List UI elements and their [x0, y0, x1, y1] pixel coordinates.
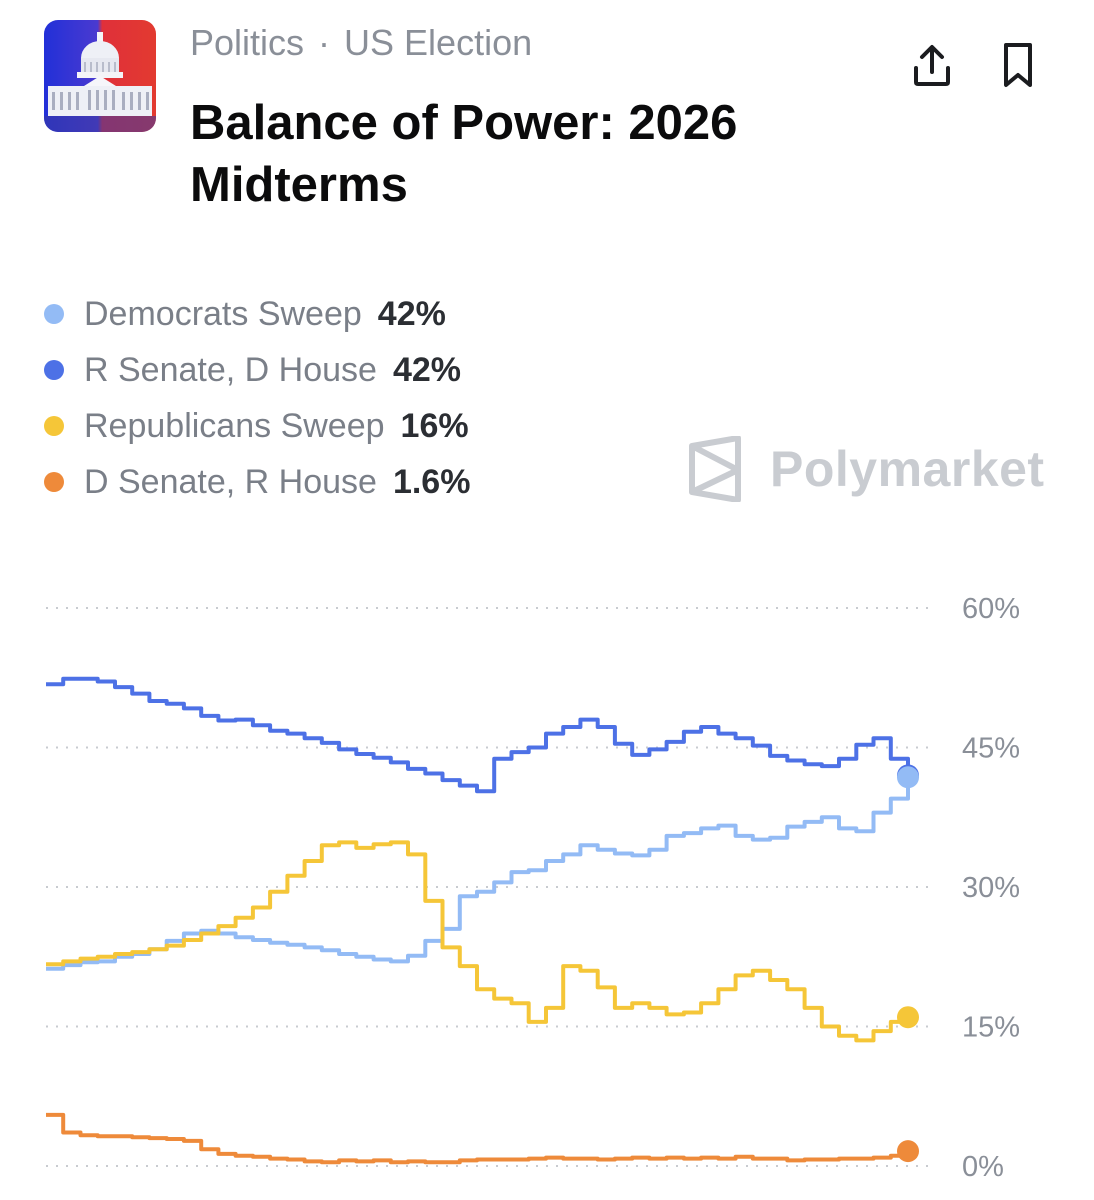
series-line-democrats-sweep [46, 777, 910, 971]
legend-dot [44, 304, 64, 324]
share-icon [914, 45, 950, 86]
y-tick-label: 60% [962, 593, 1020, 625]
legend-name: Republicans Sweep [84, 406, 385, 445]
series-line-d-senate-r-house [46, 1112, 910, 1165]
legend-item-democrats-sweep[interactable]: Democrats Sweep 42% [44, 286, 470, 342]
series-line-republicans-sweep [46, 840, 910, 1043]
page-title: Balance of Power: 2026 Midterms [190, 96, 738, 212]
capitol-icon [44, 20, 156, 132]
breadcrumb: Politics · US Election [190, 22, 532, 64]
legend-name: Democrats Sweep [84, 294, 362, 333]
legend-value: 1.6% [392, 462, 471, 501]
bookmark-icon [1004, 43, 1032, 87]
market-thumbnail [44, 20, 156, 132]
y-tick-label: 0% [962, 1151, 1004, 1183]
legend-value: 42% [377, 294, 446, 333]
watermark-text: Polymarket [770, 441, 1045, 497]
legend-value: 16% [400, 406, 469, 445]
series-endpoint-republicans-sweep[interactable] [897, 1006, 919, 1029]
y-tick-label: 15% [962, 1012, 1020, 1044]
line-chart: 0% 15% 30% 45% 60% [46, 593, 1020, 1183]
polymarket-watermark: Polymarket [686, 436, 1045, 502]
breadcrumb-separator: · [318, 22, 331, 63]
legend-item-d-senate-r-house[interactable]: D Senate, R House 1.6% [44, 454, 470, 510]
legend-name: D Senate, R House [84, 462, 377, 501]
chart-legend: Democrats Sweep 42% R Senate, D House 42… [44, 286, 470, 510]
legend-name: R Senate, D House [84, 350, 377, 389]
y-tick-label: 45% [962, 733, 1020, 765]
series-endpoint-democrats-sweep[interactable] [897, 766, 919, 789]
legend-dot [44, 416, 64, 436]
series-line-r-senate-d-house [46, 676, 910, 794]
breadcrumb-subcategory[interactable]: US Election [344, 22, 533, 63]
share-button[interactable] [908, 40, 956, 92]
breadcrumb-category[interactable]: Politics [190, 22, 305, 63]
y-tick-label: 30% [962, 872, 1020, 904]
legend-item-r-senate-d-house[interactable]: R Senate, D House 42% [44, 342, 470, 398]
legend-dot [44, 360, 64, 380]
legend-dot [44, 472, 64, 492]
polymarket-logo-icon [689, 436, 741, 502]
legend-item-republicans-sweep[interactable]: Republicans Sweep 16% [44, 398, 470, 454]
bookmark-button[interactable] [994, 40, 1042, 92]
legend-value: 42% [392, 350, 461, 389]
series-endpoint-d-senate-r-house[interactable] [897, 1140, 919, 1163]
